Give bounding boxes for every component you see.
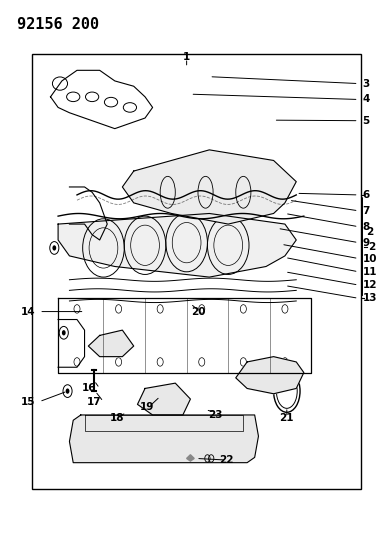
Polygon shape [70,415,259,463]
Text: 6: 6 [363,190,370,200]
Text: 3: 3 [363,78,370,88]
Text: 9: 9 [363,238,369,248]
Polygon shape [88,330,134,357]
Text: 11: 11 [363,267,377,277]
Text: 13: 13 [363,293,377,303]
Polygon shape [122,150,296,224]
Text: 15: 15 [21,397,36,407]
Text: 7: 7 [363,206,370,216]
Circle shape [66,389,70,394]
Text: 10: 10 [363,254,377,263]
Text: 4: 4 [363,94,370,104]
Text: 17: 17 [87,397,102,407]
Text: 8: 8 [363,222,370,232]
Text: 21: 21 [280,413,294,423]
Text: 92156 200: 92156 200 [16,17,99,33]
Text: 1: 1 [183,52,190,62]
Polygon shape [138,383,190,415]
Text: 16: 16 [81,383,96,393]
Text: 2: 2 [368,241,376,252]
Polygon shape [58,214,296,277]
Text: 23: 23 [208,410,222,420]
Polygon shape [236,357,304,394]
Polygon shape [187,455,194,461]
Text: 14: 14 [21,306,36,317]
Bar [32,54,361,489]
Text: 19: 19 [140,402,154,412]
Text: 18: 18 [109,413,124,423]
Text: 20: 20 [191,306,205,317]
Circle shape [52,245,56,251]
Circle shape [62,330,66,335]
Text: 12: 12 [363,280,377,290]
Text: 5: 5 [363,116,370,126]
Text: 2: 2 [366,227,374,237]
Text: 22: 22 [219,455,233,465]
